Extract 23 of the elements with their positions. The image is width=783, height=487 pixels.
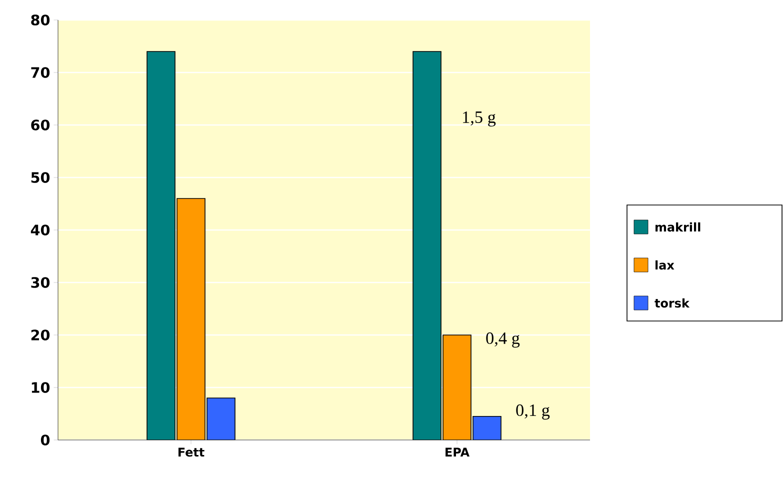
- bar: [146, 51, 176, 440]
- y-tick-label: 40: [30, 224, 50, 236]
- legend-label: torsk: [654, 298, 690, 308]
- y-tick-label: 0: [40, 434, 50, 446]
- annotation: 1,5 g: [463, 111, 496, 127]
- bar: [412, 51, 442, 440]
- annotation: 0,4 g: [486, 332, 520, 348]
- y-tick-label: 60: [31, 120, 50, 130]
- y-tick-label: 70: [31, 67, 50, 78]
- y-tick-label: 20: [31, 330, 50, 340]
- x-tick-label: Fett: [178, 448, 204, 457]
- x-tick-label: EPA: [446, 448, 470, 456]
- bar: [206, 398, 236, 440]
- y-tick-label: 80: [31, 14, 50, 26]
- bar: [176, 198, 206, 440]
- bar: [472, 416, 502, 440]
- y-tick-label: 50: [31, 172, 50, 183]
- y-tick-label: 10: [32, 382, 50, 393]
- legend-label: lax: [656, 260, 674, 270]
- annotation: 0,1 g: [516, 404, 550, 420]
- y-tick-label: 30: [31, 277, 50, 288]
- legend-label: makrill: [656, 222, 700, 232]
- bar: [442, 334, 472, 440]
